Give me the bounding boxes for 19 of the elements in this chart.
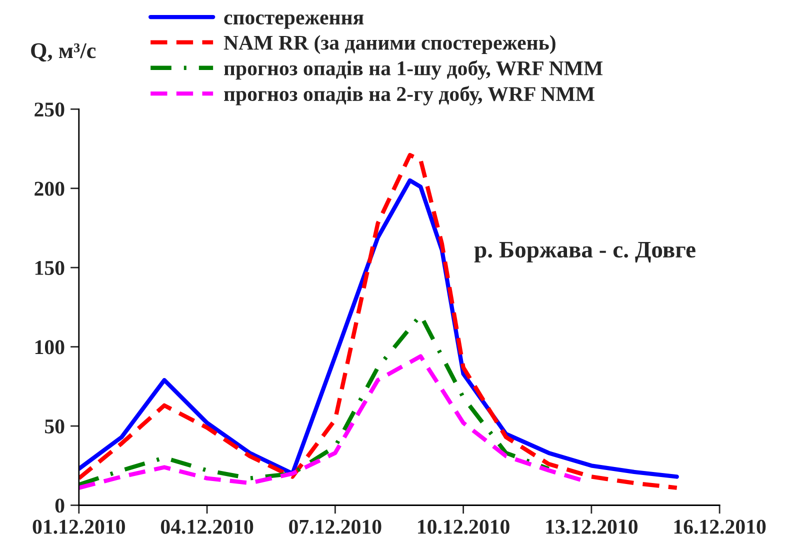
legend-label: прогноз опадів на 1-шу добу, WRF NMM (224, 60, 603, 80)
y-tick-label: 50 (45, 419, 64, 434)
y-axis-title: Q, м³/с (31, 43, 96, 62)
legend-label: NAM RR (за даними спостережень) (224, 35, 556, 54)
x-tick-label: 16.12.2010 (674, 520, 766, 534)
x-tick-label: 10.12.2010 (418, 520, 510, 534)
x-tick-label: 04.12.2010 (160, 520, 254, 534)
y-tick-label: 150 (35, 260, 64, 276)
y-tick-label: 100 (35, 340, 64, 354)
annotation: р. Боржава - с. Довге (474, 242, 696, 262)
x-tick-label: 07.12.2010 (289, 520, 382, 534)
y-tick-label: 250 (34, 102, 64, 117)
y-tick-label: 200 (34, 182, 64, 196)
legend-label: прогноз опадів на 2-гу добу, WRF NMM (224, 86, 594, 106)
line-series (78, 354, 583, 490)
y-tick-label: 0 (55, 498, 64, 513)
legend-label: спостереження (224, 14, 364, 29)
x-tick-label: 13.12.2010 (546, 520, 638, 534)
x-tick-label: 01.12.2010 (32, 520, 125, 534)
